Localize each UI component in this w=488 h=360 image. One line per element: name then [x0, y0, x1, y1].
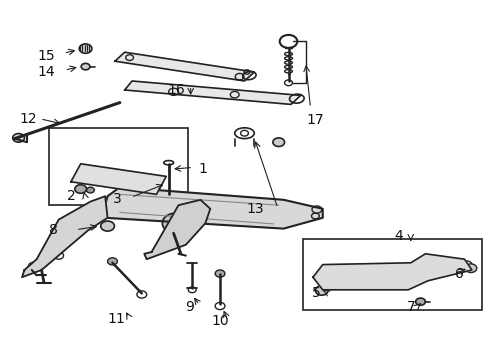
Text: 16: 16 — [167, 83, 184, 97]
Circle shape — [79, 44, 92, 53]
Text: 2: 2 — [66, 189, 75, 203]
Text: 10: 10 — [211, 314, 228, 328]
Polygon shape — [124, 81, 300, 104]
Text: 3: 3 — [113, 192, 122, 206]
Circle shape — [415, 298, 425, 305]
Text: 4: 4 — [393, 229, 402, 243]
Circle shape — [272, 138, 284, 147]
Text: 13: 13 — [246, 202, 264, 216]
Circle shape — [107, 258, 117, 265]
Circle shape — [101, 221, 114, 231]
Circle shape — [464, 264, 476, 273]
Polygon shape — [115, 52, 254, 81]
Text: 6: 6 — [454, 267, 463, 280]
Circle shape — [162, 213, 189, 233]
Text: 8: 8 — [49, 224, 58, 237]
Polygon shape — [105, 187, 322, 229]
Circle shape — [169, 218, 183, 228]
Text: 1: 1 — [198, 162, 207, 176]
Text: 5: 5 — [311, 287, 320, 300]
Text: 15: 15 — [38, 49, 55, 63]
Bar — [49, 128, 188, 205]
Polygon shape — [71, 164, 166, 194]
Bar — [303, 239, 481, 310]
Polygon shape — [144, 200, 210, 259]
Circle shape — [13, 134, 24, 142]
Text: 9: 9 — [185, 300, 194, 314]
Circle shape — [215, 270, 224, 277]
Text: 7: 7 — [406, 300, 414, 314]
Text: 14: 14 — [38, 65, 55, 79]
Circle shape — [75, 185, 86, 193]
Polygon shape — [312, 254, 471, 290]
Polygon shape — [22, 196, 107, 277]
Text: 11: 11 — [107, 312, 125, 325]
Circle shape — [81, 63, 90, 70]
Circle shape — [315, 286, 327, 295]
Text: 17: 17 — [306, 113, 324, 126]
Circle shape — [86, 187, 94, 193]
Text: 12: 12 — [20, 112, 37, 126]
